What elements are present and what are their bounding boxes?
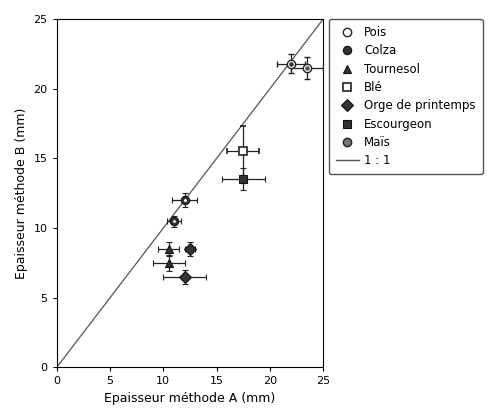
Legend: Pois, Colza, Tournesol, Blé, Orge de printemps, Escourgeon, Maïs, 1 : 1: Pois, Colza, Tournesol, Blé, Orge de pri… [328,19,482,174]
Y-axis label: Epaisseur méthode B (mm): Epaisseur méthode B (mm) [15,108,28,279]
X-axis label: Epaisseur méthode A (mm): Epaisseur méthode A (mm) [104,392,276,405]
